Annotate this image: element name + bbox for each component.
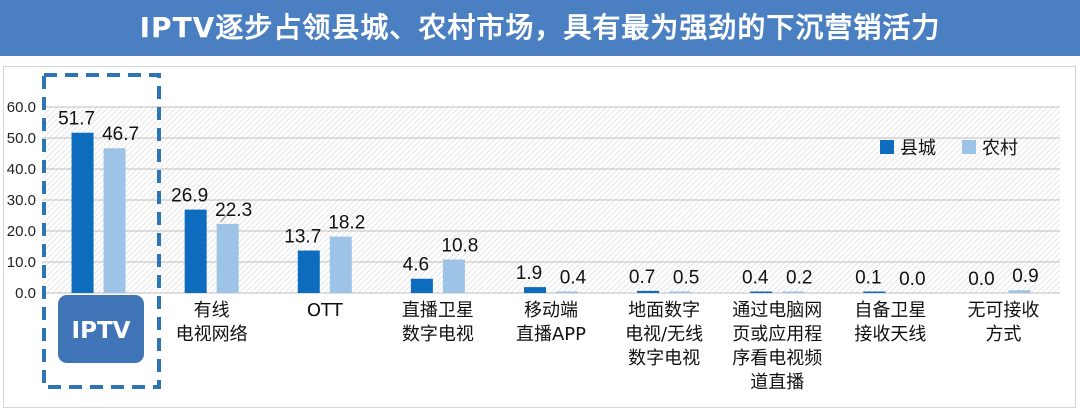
bar-county — [637, 290, 660, 293]
bar-rural — [216, 223, 239, 293]
data-label: 0.0 — [968, 269, 994, 290]
legend-label-county: 县城 — [900, 138, 936, 159]
title-banner: IPTV逐步占领县城、农村市场，具有最为强劲的下沉营销活力 — [0, 0, 1080, 56]
y-tick-label: 60.0 — [7, 99, 36, 116]
legend-swatch-county — [880, 140, 894, 154]
category-label: 直播APP — [516, 324, 586, 345]
iptv-highlight-frame — [42, 73, 161, 389]
data-label: 46.7 — [102, 124, 139, 145]
category-label: 电视网络 — [176, 324, 248, 345]
data-label: 1.9 — [516, 263, 542, 284]
bar-county — [297, 250, 320, 293]
data-label: 0.4 — [560, 268, 587, 289]
bar-county — [410, 278, 433, 293]
iptv-category-box — [58, 295, 144, 363]
y-tick-label: 30.0 — [7, 192, 36, 209]
y-tick-label: 50.0 — [7, 130, 36, 147]
chart-title: IPTV逐步占领县城、农村市场，具有最为强劲的下沉营销活力 — [139, 11, 941, 44]
bar-rural — [782, 291, 805, 293]
category-label: 接收天线 — [854, 324, 926, 345]
bar-county — [524, 287, 546, 293]
category-label: 直播卫星 — [402, 300, 474, 321]
data-label: 13.7 — [284, 227, 321, 248]
category-label: 移动端 — [524, 300, 578, 321]
y-tick-label: 40.0 — [7, 161, 36, 178]
y-tick-label: 0.0 — [15, 285, 36, 302]
bar-rural — [669, 291, 692, 293]
y-tick-label: 20.0 — [7, 223, 36, 240]
category-label: 无可接收 — [967, 300, 1039, 321]
category-label: 序看电视频 — [732, 348, 822, 369]
category-label: 自备卫星 — [854, 300, 926, 321]
category-label: 页或应用程 — [732, 324, 822, 345]
category-label: 数字电视 — [402, 324, 474, 345]
category-label: 电视/无线 — [625, 324, 703, 345]
bar-county — [863, 291, 886, 293]
bar-county — [184, 209, 207, 293]
data-label: 0.7 — [629, 267, 655, 288]
data-label: 0.0 — [899, 269, 925, 290]
category-label: 通过电脑网 — [732, 300, 822, 321]
legend-label-rural: 农村 — [982, 138, 1018, 159]
data-label: 0.1 — [855, 268, 881, 289]
data-label: 0.2 — [786, 268, 812, 289]
bar-county — [71, 132, 94, 293]
y-tick-label: 10.0 — [7, 254, 36, 271]
data-label: 0.4 — [742, 268, 769, 289]
bar-rural — [556, 291, 578, 293]
data-label: 26.9 — [171, 186, 208, 207]
category-label: 方式 — [985, 324, 1021, 345]
data-label: 10.8 — [441, 236, 478, 257]
category-label: OTT — [307, 300, 344, 321]
data-label: 18.2 — [328, 213, 365, 234]
bar-rural — [442, 259, 465, 293]
legend-swatch-rural — [962, 140, 976, 154]
data-label: 22.3 — [215, 200, 252, 221]
bar-county — [750, 291, 773, 293]
data-label: 0.5 — [673, 267, 699, 288]
bar-rural — [103, 148, 126, 293]
category-label: 数字电视 — [628, 348, 700, 369]
category-label: 有线 — [194, 300, 230, 321]
category-label: 道直播 — [750, 372, 804, 393]
label-leader-line — [220, 213, 229, 223]
category-label: 地面数字 — [628, 300, 700, 321]
data-label: 51.7 — [58, 109, 95, 130]
data-label: 4.6 — [403, 255, 429, 276]
bar-rural — [1008, 290, 1031, 293]
data-label: 0.9 — [1012, 266, 1038, 287]
bar-rural — [329, 236, 352, 293]
category-label: IPTV — [72, 318, 131, 344]
